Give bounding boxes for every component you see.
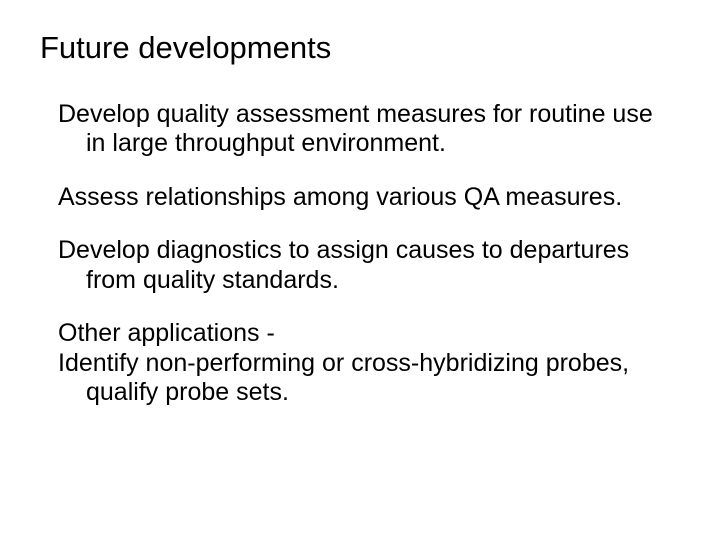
paragraph-4-line2: Identify non-performing or cross-hybridi… <box>58 349 660 408</box>
paragraph-3-text: Develop diagnostics to assign causes to … <box>58 236 660 295</box>
paragraph-1: Develop quality assessment measures for … <box>58 100 660 159</box>
paragraph-4-line1: Other applications - <box>58 319 660 349</box>
paragraph-2-text: Assess relationships among various QA me… <box>58 183 660 213</box>
paragraph-2: Assess relationships among various QA me… <box>58 183 660 213</box>
slide: Future developments Develop quality asse… <box>0 0 720 540</box>
slide-title: Future developments <box>40 30 660 66</box>
paragraph-1-text: Develop quality assessment measures for … <box>58 100 660 159</box>
paragraph-4: Other applications - Identify non-perfor… <box>58 319 660 408</box>
paragraph-3: Develop diagnostics to assign causes to … <box>58 236 660 295</box>
